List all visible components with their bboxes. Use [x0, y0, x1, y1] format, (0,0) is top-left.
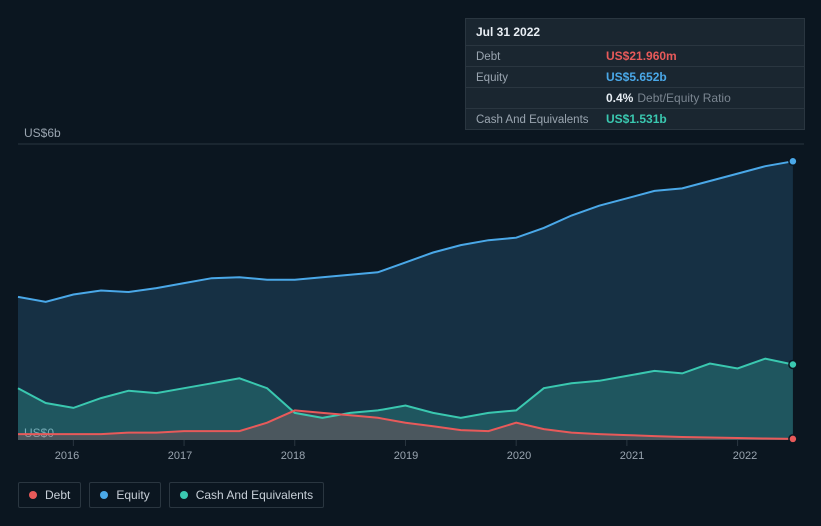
x-axis-tick: 2018: [281, 450, 305, 462]
legend-label-equity: Equity: [116, 488, 149, 502]
chart-tooltip: Jul 31 2022 DebtUS$21.960mEquityUS$5.652…: [465, 18, 805, 130]
x-axis-tick: 2016: [55, 450, 79, 462]
tooltip-row: Cash And EquivalentsUS$1.531b: [466, 108, 804, 129]
tooltip-row-label: Cash And Equivalents: [476, 114, 606, 126]
x-axis-tick: 2019: [394, 450, 418, 462]
tooltip-row: EquityUS$5.652b: [466, 66, 804, 87]
x-axis-tick: 2022: [733, 450, 757, 462]
y-axis-max-label: US$6b: [24, 126, 61, 140]
chart-svg: [18, 144, 804, 440]
tooltip-row: DebtUS$21.960m: [466, 45, 804, 66]
legend-dot-equity: [100, 491, 108, 499]
tooltip-row: 0.4%Debt/Equity Ratio: [466, 87, 804, 108]
tooltip-ratio: 0.4%Debt/Equity Ratio: [606, 91, 731, 105]
tooltip-row-label: Equity: [476, 72, 606, 84]
legend-item-debt[interactable]: Debt: [18, 482, 81, 508]
tooltip-row-value: US$1.531b: [606, 112, 667, 126]
legend-label-cash: Cash And Equivalents: [196, 488, 313, 502]
legend: Debt Equity Cash And Equivalents: [18, 482, 324, 508]
legend-item-cash[interactable]: Cash And Equivalents: [169, 482, 324, 508]
x-axis-tick: 2021: [620, 450, 644, 462]
legend-label-debt: Debt: [45, 488, 70, 502]
tooltip-row-label: Debt: [476, 51, 606, 63]
x-axis-tick: 2020: [507, 450, 531, 462]
tooltip-date: Jul 31 2022: [466, 19, 804, 45]
chart-container: Jul 31 2022 DebtUS$21.960mEquityUS$5.652…: [0, 0, 821, 526]
tooltip-row-value: US$5.652b: [606, 70, 667, 84]
x-axis-labels: 2016 2017 2018 2019 2020 2021 2022: [18, 450, 804, 466]
legend-dot-debt: [29, 491, 37, 499]
chart-plot-area[interactable]: [18, 144, 804, 440]
legend-dot-cash: [180, 491, 188, 499]
legend-item-equity[interactable]: Equity: [89, 482, 160, 508]
x-axis-tick: 2017: [168, 450, 192, 462]
tooltip-row-value: US$21.960m: [606, 49, 677, 63]
